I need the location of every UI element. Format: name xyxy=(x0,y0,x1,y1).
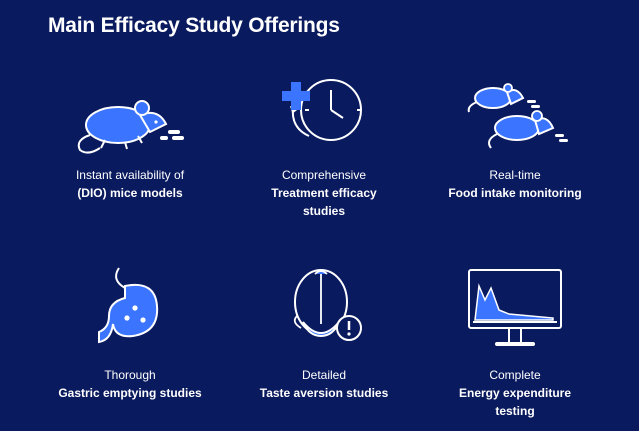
offering-name: Gastric emptying studies xyxy=(58,386,202,400)
offering-label: Instant availability of (DIO) mice model… xyxy=(30,166,230,202)
offering-label: Complete Energy expenditure testing xyxy=(415,366,615,420)
offering-label: Comprehensive Treatment efficacy studies xyxy=(224,166,424,220)
offering-card-food-intake: Real-time Food intake monitoring xyxy=(415,70,615,210)
offering-card-dio-mice: Instant availability of (DIO) mice model… xyxy=(30,70,230,210)
offering-name: (DIO) mice models xyxy=(77,186,183,200)
mouse-icon xyxy=(77,100,184,154)
monitor-chart-icon xyxy=(468,269,562,346)
stomach-icon xyxy=(98,267,159,344)
offering-name: Taste aversion studies xyxy=(259,386,389,400)
offering-card-gastric-emptying: Thorough Gastric emptying studies xyxy=(30,262,230,402)
offering-subtitle: Complete xyxy=(489,368,541,382)
offering-card-treatment-efficacy: Comprehensive Treatment efficacy studies xyxy=(224,70,424,230)
two-mice-icon xyxy=(467,83,568,149)
offering-subtitle: Instant availability of xyxy=(75,168,185,182)
offering-subtitle: Real-time xyxy=(489,168,541,182)
plus-clock-icon xyxy=(282,79,362,141)
offering-name: Food intake monitoring xyxy=(448,186,582,200)
offering-name: Energy expenditure testing xyxy=(458,386,572,418)
offering-card-taste-aversion: Detailed Taste aversion studies xyxy=(224,262,424,402)
page-title: Main Efficacy Study Offerings xyxy=(48,14,340,37)
offering-card-energy-expenditure: Complete Energy expenditure testing xyxy=(415,262,615,422)
offering-subtitle: Detailed xyxy=(301,368,347,382)
offering-subtitle: Thorough xyxy=(104,368,156,382)
offering-label: Detailed Taste aversion studies xyxy=(224,366,424,402)
brain-alert-icon xyxy=(293,269,362,341)
offering-label: Thorough Gastric emptying studies xyxy=(30,366,230,402)
offering-label: Real-time Food intake monitoring xyxy=(415,166,615,202)
offering-subtitle: Comprehensive xyxy=(281,168,367,182)
offering-name: Treatment efficacy studies xyxy=(271,186,377,218)
